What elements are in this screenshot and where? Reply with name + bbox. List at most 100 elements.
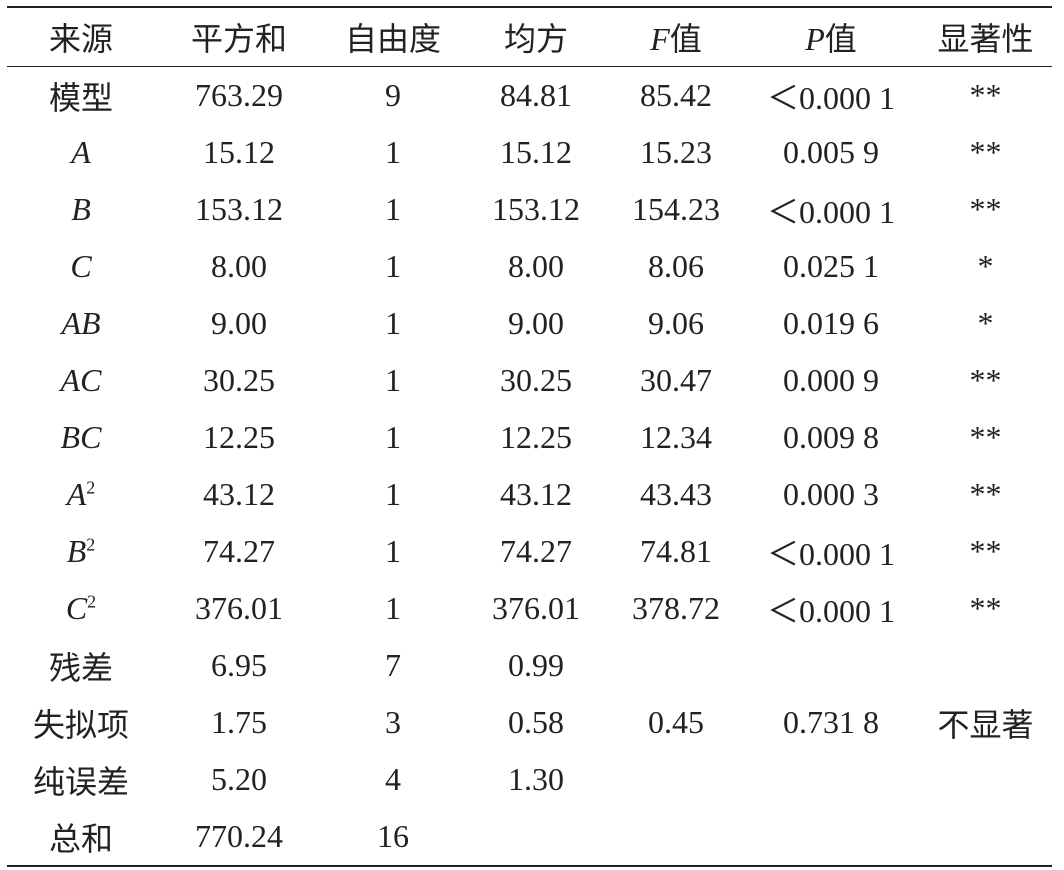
table-header: 来源 平方和 自由度 均方 F值 P值 显著性	[7, 7, 1052, 67]
cell-df: 1	[385, 191, 401, 227]
cell-df: 1	[385, 533, 401, 569]
header-f-symbol: F	[650, 21, 670, 57]
cell-sum-of-squares: 5.20	[211, 761, 267, 797]
source-label: BC	[60, 419, 102, 455]
cell-p-value: ＜0.000 1	[766, 535, 895, 572]
cell-sum-of-squares: 30.25	[203, 362, 275, 398]
cell-p-value: ＜0.000 1	[766, 592, 895, 629]
cell-significance: **	[969, 590, 1002, 626]
source-label: 纯误差	[32, 763, 129, 800]
cell-df: 1	[385, 419, 401, 455]
source-exponent: 2	[86, 477, 96, 498]
cell-sum-of-squares: 9.00	[211, 305, 267, 341]
cell-significance: *	[977, 248, 994, 284]
header-mean-square: 均方	[503, 21, 568, 57]
cell-f-value: 378.72	[632, 590, 720, 626]
cell-sum-of-squares: 74.27	[203, 533, 275, 569]
cell-p-value: 0.025 1	[783, 248, 879, 284]
cell-p-value	[743, 637, 919, 694]
header-p-symbol: P	[805, 21, 825, 57]
cell-p-value	[743, 808, 919, 866]
cell-f-value	[609, 808, 743, 866]
cell-sum-of-squares: 376.01	[195, 590, 283, 626]
header-p-value: P值	[743, 7, 919, 67]
cell-source: B	[7, 181, 155, 238]
cell-f-value: 15.23	[640, 134, 712, 170]
source-label: AB	[61, 305, 101, 341]
cell-p-value: 0.019 6	[783, 305, 879, 341]
cell-source: 失拟项	[7, 694, 155, 751]
cell-source: C	[7, 238, 155, 295]
source-label: 失拟项	[32, 706, 129, 743]
cell-f-value: 9.06	[648, 305, 704, 341]
cell-mean-square	[463, 808, 609, 866]
cell-significance: **	[969, 362, 1002, 398]
header-p-label: 值	[824, 21, 857, 57]
table-row: C2 376.01 1 376.01 378.72 ＜0.000 1 **	[7, 580, 1052, 637]
cell-f-value: 0.45	[648, 704, 704, 740]
header-degrees-of-freedom: 自由度	[344, 21, 441, 57]
cell-significance: *	[977, 305, 994, 341]
cell-source: AB	[7, 295, 155, 352]
cell-mean-square: 15.12	[500, 134, 572, 170]
cell-p-value: 0.009 8	[783, 419, 879, 455]
cell-mean-square: 0.58	[508, 704, 564, 740]
cell-p-value: ＜0.000 1	[766, 79, 895, 116]
cell-f-value	[609, 751, 743, 808]
cell-df: 16	[377, 818, 409, 854]
table-row: BC 12.25 1 12.25 12.34 0.009 8 **	[7, 409, 1052, 466]
cell-mean-square: 8.00	[508, 248, 564, 284]
cell-source: AC	[7, 352, 155, 409]
cell-p-value: 0.005 9	[783, 134, 879, 170]
cell-sum-of-squares: 43.12	[203, 476, 275, 512]
table-row: B2 74.27 1 74.27 74.81 ＜0.000 1 **	[7, 523, 1052, 580]
source-label: 模型	[48, 79, 113, 116]
table-row: AC 30.25 1 30.25 30.47 0.000 9 **	[7, 352, 1052, 409]
cell-df: 4	[385, 761, 401, 797]
cell-df: 1	[385, 476, 401, 512]
cell-p-value: 0.000 3	[783, 476, 879, 512]
cell-mean-square: 153.12	[492, 191, 580, 227]
cell-source: B2	[7, 523, 155, 580]
source-label: C	[70, 248, 92, 284]
cell-f-value: 12.34	[640, 419, 712, 455]
cell-source: C2	[7, 580, 155, 637]
cell-sum-of-squares: 8.00	[211, 248, 267, 284]
cell-source: 模型	[7, 67, 155, 125]
cell-significance: 不显著	[937, 706, 1034, 743]
cell-significance: **	[969, 419, 1002, 455]
cell-source: 残差	[7, 637, 155, 694]
table-row: 模型 763.29 9 84.81 85.42 ＜0.000 1 **	[7, 67, 1052, 125]
cell-f-value	[609, 637, 743, 694]
cell-f-value: 85.42	[640, 77, 712, 113]
cell-sum-of-squares: 15.12	[203, 134, 275, 170]
header-row: 来源 平方和 自由度 均方 F值 P值 显著性	[7, 7, 1052, 67]
header-f-label: 值	[669, 21, 702, 57]
cell-significance: **	[969, 533, 1002, 569]
cell-mean-square: 9.00	[508, 305, 564, 341]
header-significance: 显著性	[937, 21, 1034, 57]
cell-sum-of-squares: 763.29	[195, 77, 283, 113]
cell-f-value: 8.06	[648, 248, 704, 284]
anova-table: 来源 平方和 自由度 均方 F值 P值 显著性 模型 763.29 9 84.81 85…	[7, 6, 1052, 867]
source-label: B	[66, 533, 87, 569]
source-label: 残差	[48, 649, 113, 686]
cell-f-value: 74.81	[640, 533, 712, 569]
cell-significance	[919, 751, 1052, 808]
cell-sum-of-squares: 1.75	[211, 704, 267, 740]
table-row: C 8.00 1 8.00 8.06 0.025 1 *	[7, 238, 1052, 295]
cell-mean-square: 376.01	[492, 590, 580, 626]
table-row: 残差 6.95 7 0.99	[7, 637, 1052, 694]
cell-mean-square: 74.27	[500, 533, 572, 569]
table-row: AB 9.00 1 9.00 9.06 0.019 6 *	[7, 295, 1052, 352]
cell-mean-square: 30.25	[500, 362, 572, 398]
cell-f-value: 30.47	[640, 362, 712, 398]
cell-p-value: ＜0.000 1	[766, 193, 895, 230]
cell-p-value: 0.731 8	[783, 704, 879, 740]
cell-mean-square: 84.81	[500, 77, 572, 113]
cell-df: 9	[385, 77, 401, 113]
cell-source: A2	[7, 466, 155, 523]
cell-mean-square: 12.25	[500, 419, 572, 455]
table-row: 纯误差 5.20 4 1.30	[7, 751, 1052, 808]
cell-significance: **	[969, 134, 1002, 170]
